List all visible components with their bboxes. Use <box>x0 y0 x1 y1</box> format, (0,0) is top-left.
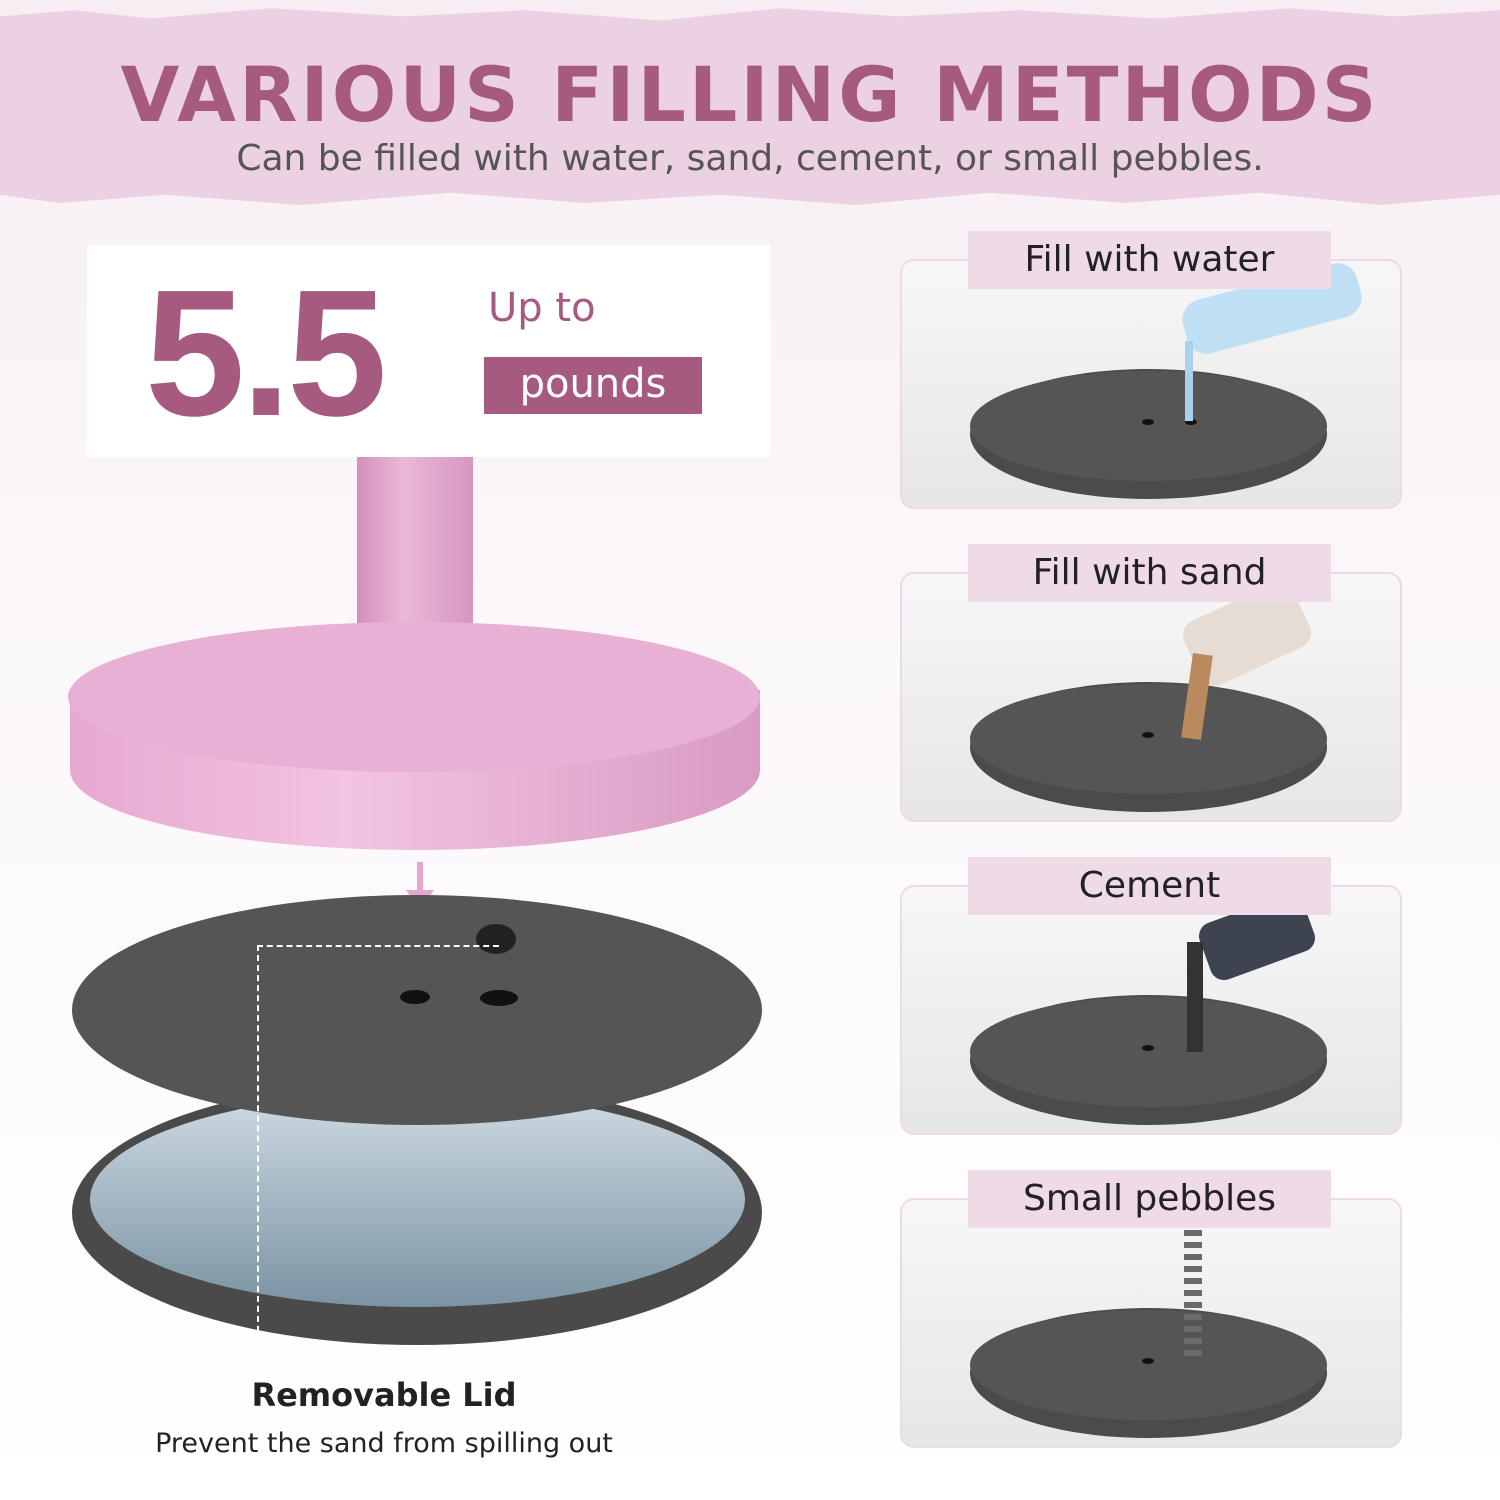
fill-hole <box>480 990 518 1006</box>
capacity-unit: pounds <box>484 357 702 414</box>
method-label: Fill with water <box>968 231 1331 289</box>
fill-hole <box>400 990 430 1004</box>
capacity-card <box>87 245 770 457</box>
header-banner <box>0 8 1500 205</box>
capacity-prefix: Up to <box>488 285 596 331</box>
stand-base-top <box>68 622 760 772</box>
method-card-water <box>900 258 1402 509</box>
method-card-cement <box>900 885 1402 1135</box>
method-label: Small pebbles <box>968 1170 1331 1228</box>
page-title: VARIOUS FILLING METHODS <box>120 50 1380 139</box>
removable-lid <box>72 895 762 1125</box>
capacity-value: 5.5 <box>145 253 387 454</box>
method-card-pebbles <box>900 1198 1402 1448</box>
method-label: Cement <box>968 857 1331 915</box>
callout-line <box>257 945 499 1362</box>
lid-description: Prevent the sand from spilling out <box>155 1428 613 1459</box>
lid-title: Removable Lid <box>251 1376 517 1414</box>
page-subtitle: Can be filled with water, sand, cement, … <box>236 138 1264 179</box>
method-card-sand <box>900 572 1402 822</box>
water-fill <box>90 1092 745 1307</box>
plug-icon <box>476 924 516 954</box>
method-label: Fill with sand <box>968 544 1331 602</box>
pebbles-icon <box>1184 1230 1202 1360</box>
